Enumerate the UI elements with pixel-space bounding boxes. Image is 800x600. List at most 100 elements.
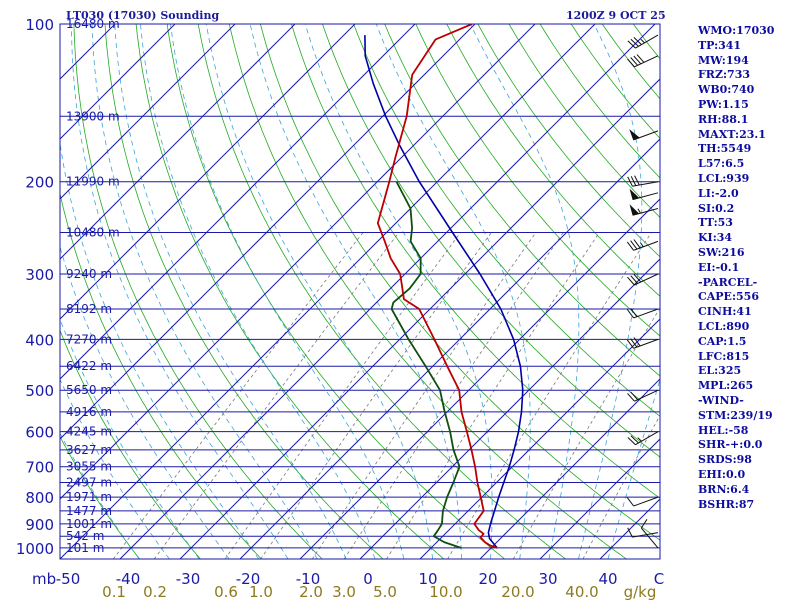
moist-adiabat <box>205 24 434 559</box>
wind-barb-feather <box>626 241 635 251</box>
wind-barb <box>627 527 659 538</box>
mixing-ratio-line <box>386 232 600 559</box>
wind-barb-feather <box>627 527 633 538</box>
sounding-profiles <box>364 24 524 549</box>
stat-item: -WIND- <box>698 393 744 407</box>
isotherm <box>0 24 55 559</box>
wind-barb <box>627 54 659 68</box>
stat-item: -PARCEL- <box>698 275 758 289</box>
wind-barb-feather <box>630 240 638 250</box>
pressure-tick-label: 600 <box>25 424 54 442</box>
moist-adiabat <box>60 378 170 559</box>
stat-item: HEL:-58 <box>698 423 749 437</box>
isotherm <box>60 24 356 320</box>
pressure-tick-label: 800 <box>25 489 54 507</box>
stat-item: SHR-+:0.0 <box>698 438 763 452</box>
dry-adiabat <box>778 12 800 559</box>
wind-barb <box>626 239 659 251</box>
wind-barb-feather <box>633 273 642 283</box>
wind-barb-feather <box>627 437 636 446</box>
wind-barb-feather <box>626 309 635 319</box>
wind-barb-feather <box>627 58 635 68</box>
stat-item: CAP:1.5 <box>698 334 747 348</box>
height-label: 6422 m <box>66 359 112 373</box>
moist-adiabat <box>91 24 318 559</box>
mixing-ratio-line <box>260 232 492 559</box>
mixing-ratio-label: 0.1 <box>102 583 126 600</box>
mixing-ratio-line <box>153 232 400 559</box>
moist-adiabat <box>140 24 376 559</box>
temperature-tick-label: -10 <box>296 570 321 588</box>
moist-adiabat <box>469 24 580 559</box>
height-label: 9240 m <box>66 267 112 281</box>
moist-adiabat <box>249 24 462 559</box>
height-label: 101 m <box>66 541 104 555</box>
wind-barb-staff <box>633 338 659 349</box>
pressure-tick-label: 500 <box>25 382 54 400</box>
height-label: 16480 m <box>66 17 120 31</box>
wind-barb-half-feather <box>639 242 644 247</box>
moist-adiabat <box>60 432 140 559</box>
mixing-ratio-line <box>343 232 564 559</box>
mixing-ratio-line <box>112 232 364 559</box>
wind-barb-feather <box>627 276 635 286</box>
wind-barb <box>627 389 659 402</box>
stat-item: FRZ:733 <box>698 68 751 82</box>
mixing-ratio-label: 5.0 <box>373 583 397 600</box>
wind-barb-staff <box>632 532 659 538</box>
wind-barb <box>629 188 659 200</box>
height-label: 3055 m <box>66 460 112 474</box>
wind-barb-feather <box>630 57 638 66</box>
isotherm <box>60 24 596 559</box>
wind-barb-feather <box>630 38 639 47</box>
height-label: 4916 m <box>66 405 112 419</box>
wind-barb <box>629 129 659 141</box>
pressure-tick-label: 100 <box>25 16 54 34</box>
temperature-tick-label: 30 <box>538 570 557 588</box>
stat-item: LCL:890 <box>698 319 750 333</box>
plot-frame <box>59 23 661 560</box>
moist-adiabat <box>170 24 405 559</box>
wind-barb-pennant <box>629 188 640 200</box>
isotherm <box>60 24 416 380</box>
stat-item: SRDS:98 <box>698 453 752 467</box>
dry-adiabat <box>104 24 384 559</box>
wind-barb-feather <box>626 497 635 507</box>
mixing-ratio-label: 40.0 <box>565 583 598 600</box>
wind-barb-staff <box>640 527 659 549</box>
wind-barb-feather <box>634 175 640 186</box>
dry-adiabat <box>228 24 627 559</box>
wind-barb-staff <box>635 431 659 446</box>
wind-barb-half-feather <box>640 38 645 44</box>
stat-item: EI:-0.1 <box>698 260 740 274</box>
isotherm <box>60 24 296 260</box>
wind-barb-feather <box>633 239 641 249</box>
wind-barb-feather <box>640 519 648 529</box>
wind-barb-feather <box>633 37 642 45</box>
wind-barb-staff <box>632 181 659 187</box>
pressure-tick-label: 700 <box>25 459 54 477</box>
mixing-ratio-label: 20.0 <box>501 583 534 600</box>
moist-adiabat <box>375 24 531 559</box>
isotherm <box>419 318 660 559</box>
temperature-tick-label: 20 <box>478 570 497 588</box>
height-label: 1001 m <box>66 517 112 531</box>
dry-adiabat <box>446 24 660 297</box>
height-label: 1477 m <box>66 504 112 518</box>
wind-barb-feather <box>630 435 639 444</box>
wind-barb-feather <box>627 393 635 402</box>
pressure-tick-label: 1000 <box>16 540 54 558</box>
valid-time: 1200Z 9 OCT 25 <box>566 9 666 22</box>
wind-barb-feather <box>630 391 638 401</box>
isotherm <box>299 198 660 559</box>
wind-barb-half-feather <box>637 437 642 442</box>
stat-item: MPL:265 <box>698 379 754 393</box>
pressure-tick-label: 200 <box>25 174 54 192</box>
mixing-ratio-label: 2.0 <box>299 583 323 600</box>
stat-item: PW:1.15 <box>698 97 749 111</box>
pressure-tick-label: 300 <box>25 266 54 284</box>
dry-adiabat <box>60 435 140 559</box>
wind-barb-half-feather <box>637 208 642 214</box>
